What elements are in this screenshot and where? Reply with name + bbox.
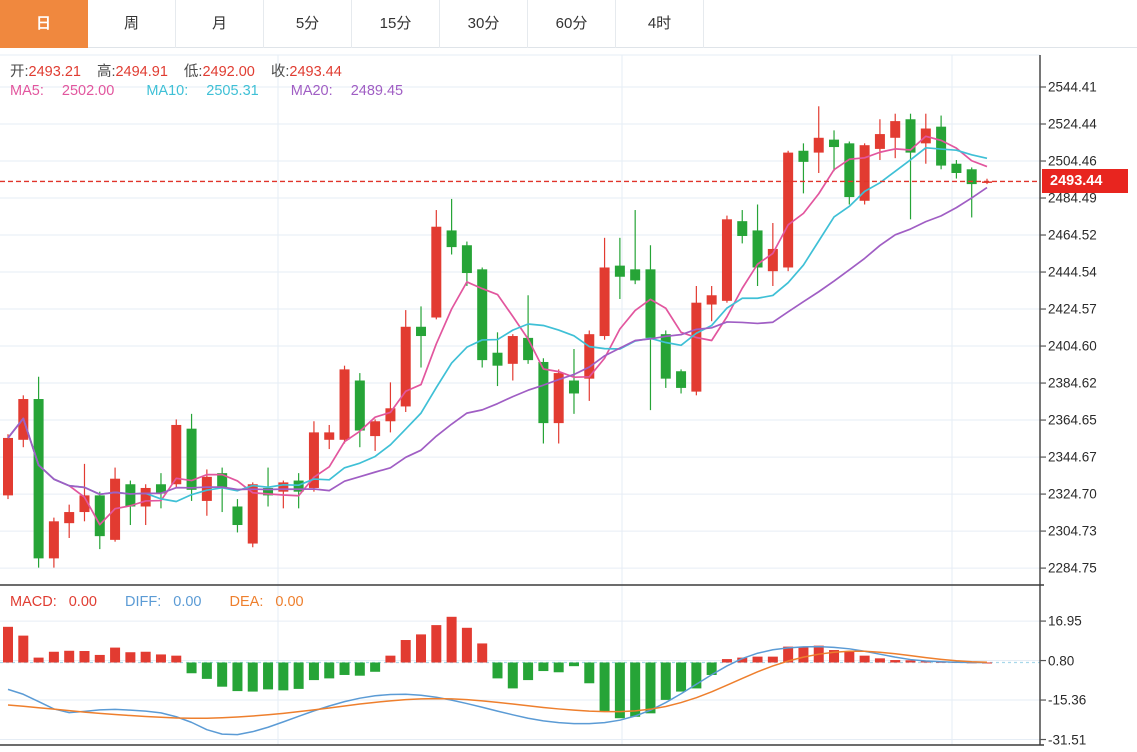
price-tick-label: 2384.62 bbox=[1048, 375, 1097, 391]
price-tick-label: 2524.44 bbox=[1048, 116, 1097, 132]
tab-日[interactable]: 日 bbox=[0, 0, 88, 48]
tab-60分[interactable]: 60分 bbox=[528, 0, 616, 48]
current-price-badge: 2493.44 bbox=[1042, 169, 1128, 194]
price-tick-label: 2424.57 bbox=[1048, 301, 1097, 317]
tab-5分[interactable]: 5分 bbox=[264, 0, 352, 48]
tab-15分[interactable]: 15分 bbox=[352, 0, 440, 48]
price-tick-label: 2444.54 bbox=[1048, 264, 1097, 280]
tab-30分[interactable]: 30分 bbox=[440, 0, 528, 48]
macd-tick-label: -15.36 bbox=[1048, 692, 1087, 708]
price-tick-label: 2364.65 bbox=[1048, 412, 1097, 428]
price-tick-label: 2504.46 bbox=[1048, 153, 1097, 169]
price-tick-label: 2284.75 bbox=[1048, 560, 1097, 576]
price-tick-label: 2304.73 bbox=[1048, 523, 1097, 539]
tab-4时[interactable]: 4时 bbox=[616, 0, 704, 48]
price-tick-label: 2484.49 bbox=[1048, 190, 1097, 206]
macd-tick-label: 16.95 bbox=[1048, 613, 1082, 629]
timeframe-tabs: 日周月 5分 15分 30分 60分 4时 bbox=[0, 0, 1137, 48]
price-tick-label: 2404.60 bbox=[1048, 338, 1097, 354]
macd-tick-label: -31.51 bbox=[1048, 732, 1087, 747]
price-tick-label: 2544.41 bbox=[1048, 79, 1097, 95]
macd-tick-label: 0.80 bbox=[1048, 653, 1075, 669]
tab-月[interactable]: 月 bbox=[176, 0, 264, 48]
price-tick-label: 2344.67 bbox=[1048, 449, 1097, 465]
price-tick-label: 2464.52 bbox=[1048, 227, 1097, 243]
price-tick-label: 2324.70 bbox=[1048, 486, 1097, 502]
tab-周[interactable]: 周 bbox=[88, 0, 176, 48]
